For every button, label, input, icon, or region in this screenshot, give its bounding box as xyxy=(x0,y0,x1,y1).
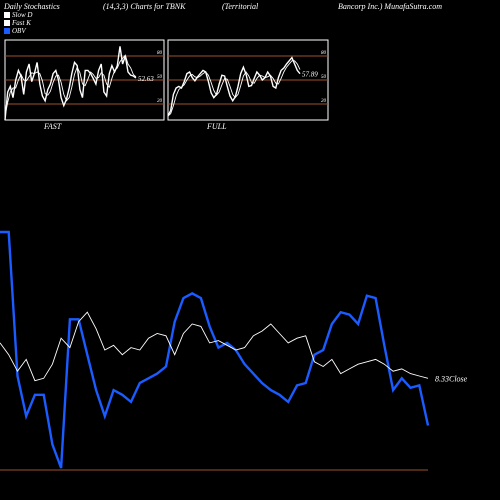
full-ytick-label-50: 50 xyxy=(321,75,327,80)
full-panel-label: FULL xyxy=(207,122,227,131)
fast-ytick-label-20: 20 xyxy=(157,99,163,104)
legend-label-slow-d: Slow D xyxy=(12,11,33,19)
legend-item-fast-k: Fast K xyxy=(4,19,32,27)
close-series-line xyxy=(0,311,429,382)
legend-swatch-slow-d xyxy=(4,12,10,18)
fast-panel-label: FAST xyxy=(44,122,62,131)
full-series-line-full-d xyxy=(167,60,301,117)
obv-series-line xyxy=(0,230,430,469)
fast-last-value-label: 52.63 xyxy=(138,75,154,83)
full-last-value-label: 57.89 xyxy=(302,71,318,79)
fast-series-line-slow-d xyxy=(4,54,137,117)
chart-title-left: Daily Stochastics xyxy=(4,2,60,11)
chart-title-company-a: (Territorial xyxy=(222,2,259,11)
full-series-line-full-k xyxy=(167,56,301,117)
legend-label-fast-k: Fast K xyxy=(12,19,31,27)
fast-ytick-label-50: 50 xyxy=(157,75,163,80)
chart-title-company-b: Bancorp Inc.) MunafaSutra.com xyxy=(338,2,442,11)
fast-ytick-label-80: 80 xyxy=(157,51,163,56)
legend-item-slow-d: Slow D xyxy=(4,11,32,19)
full-ytick-label-80: 80 xyxy=(321,51,327,56)
legend-item-obv: OBV xyxy=(4,27,32,35)
legend: Slow D Fast K OBV xyxy=(4,11,32,35)
legend-swatch-obv xyxy=(4,28,10,34)
legend-swatch-fast-k xyxy=(4,20,10,26)
full-ytick-label-20: 20 xyxy=(321,99,327,104)
close-end-label: 8.33Close xyxy=(435,374,468,383)
chart-title-params: (14,3,3) Charts for TBNK xyxy=(103,2,186,11)
fast-series-line-fast-k xyxy=(4,46,137,121)
legend-label-obv: OBV xyxy=(12,27,26,35)
